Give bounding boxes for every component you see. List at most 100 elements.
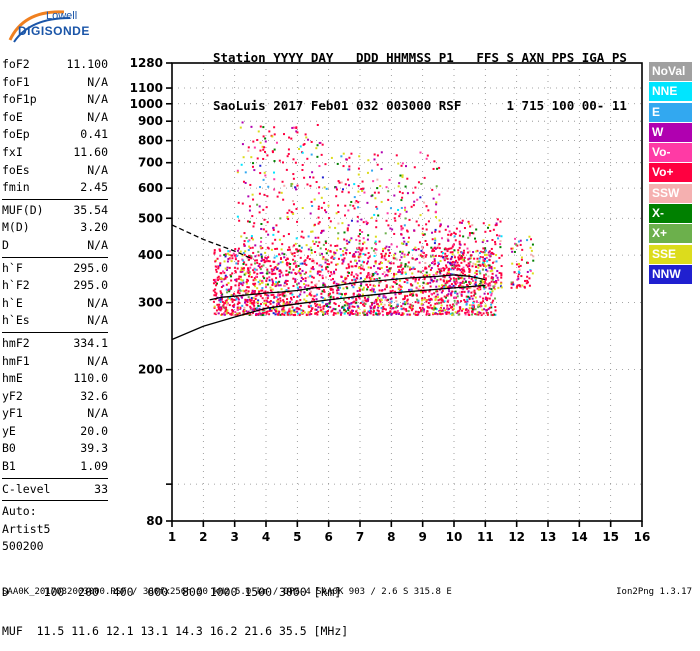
echo-point bbox=[311, 201, 313, 203]
echo-point bbox=[324, 163, 326, 165]
echo-point bbox=[386, 246, 388, 248]
echo-point bbox=[288, 311, 290, 313]
echo-point bbox=[377, 309, 379, 311]
echo-point bbox=[253, 297, 255, 299]
echo-point bbox=[490, 294, 492, 296]
echo-point bbox=[431, 189, 433, 191]
echo-point bbox=[221, 281, 223, 283]
echo-point bbox=[281, 192, 283, 194]
echo-point bbox=[473, 294, 475, 296]
echo-point bbox=[336, 283, 338, 285]
echo-point bbox=[351, 220, 353, 222]
echo-point bbox=[389, 268, 391, 270]
echo-point bbox=[472, 302, 474, 304]
echo-point bbox=[236, 255, 238, 257]
echo-point bbox=[494, 297, 496, 299]
echo-point bbox=[285, 295, 287, 297]
echo-point bbox=[318, 192, 320, 194]
echo-point bbox=[295, 126, 297, 128]
echo-point bbox=[362, 188, 364, 190]
echo-point bbox=[379, 277, 381, 279]
echo-point bbox=[397, 163, 399, 165]
echo-point bbox=[420, 214, 422, 216]
echo-point bbox=[401, 256, 403, 258]
echo-point bbox=[434, 307, 436, 309]
echo-point bbox=[273, 297, 275, 299]
echo-point bbox=[416, 287, 418, 289]
echo-point bbox=[278, 284, 280, 286]
echo-point bbox=[272, 301, 274, 303]
echo-point bbox=[406, 230, 408, 232]
echo-point bbox=[245, 264, 247, 266]
echo-point bbox=[396, 246, 398, 248]
echo-point bbox=[477, 314, 479, 316]
echo-point bbox=[260, 272, 262, 274]
echo-point bbox=[412, 192, 414, 194]
echo-point bbox=[403, 241, 405, 243]
echo-point bbox=[315, 237, 317, 239]
echo-point bbox=[484, 254, 486, 256]
echo-point bbox=[238, 220, 240, 222]
echo-point bbox=[408, 310, 410, 312]
echo-point bbox=[346, 304, 348, 306]
echo-point bbox=[308, 305, 310, 307]
echo-point bbox=[437, 313, 439, 315]
echo-point bbox=[420, 291, 422, 293]
echo-point bbox=[367, 159, 369, 161]
echo-point bbox=[481, 302, 483, 304]
echo-point bbox=[341, 222, 343, 224]
echo-point bbox=[391, 228, 393, 230]
echo-point bbox=[221, 313, 223, 315]
echo-point bbox=[262, 209, 264, 211]
echo-point bbox=[387, 190, 389, 192]
echo-point bbox=[337, 232, 339, 234]
echo-point bbox=[457, 300, 459, 302]
echo-point bbox=[270, 289, 272, 291]
echo-point bbox=[314, 303, 316, 305]
echo-point bbox=[419, 241, 421, 243]
echo-point bbox=[329, 306, 331, 308]
echo-point bbox=[231, 314, 233, 316]
echo-point bbox=[373, 278, 375, 280]
echo-point bbox=[374, 300, 376, 302]
echo-point bbox=[214, 251, 216, 253]
echo-point bbox=[342, 261, 344, 263]
echo-point bbox=[220, 290, 222, 292]
echo-point bbox=[482, 256, 484, 258]
echo-point bbox=[434, 240, 436, 242]
echo-point bbox=[290, 310, 292, 312]
echo-point bbox=[307, 276, 309, 278]
echo-point bbox=[311, 308, 313, 310]
echo-point bbox=[250, 264, 252, 266]
echo-point bbox=[400, 262, 402, 264]
echo-point bbox=[244, 302, 246, 304]
echo-point bbox=[310, 247, 312, 249]
echo-point bbox=[314, 198, 316, 200]
echo-point bbox=[248, 259, 250, 261]
echo-point bbox=[258, 130, 260, 132]
echo-point bbox=[433, 292, 435, 294]
echo-point bbox=[490, 266, 492, 268]
echo-point bbox=[388, 249, 390, 251]
echo-point bbox=[460, 300, 462, 302]
echo-point bbox=[225, 275, 227, 277]
echo-point bbox=[265, 284, 267, 286]
echo-point bbox=[472, 280, 474, 282]
echo-point bbox=[242, 121, 244, 123]
echo-point bbox=[248, 249, 250, 251]
echo-point bbox=[216, 309, 218, 311]
echo-point bbox=[271, 273, 273, 275]
echo-point bbox=[340, 276, 342, 278]
echo-point bbox=[311, 281, 313, 283]
echo-point bbox=[237, 307, 239, 309]
echo-point bbox=[468, 314, 470, 316]
echo-point bbox=[274, 239, 276, 241]
echo-point bbox=[445, 286, 447, 288]
echo-point bbox=[481, 309, 483, 311]
echo-point bbox=[455, 278, 457, 280]
echo-point bbox=[237, 216, 239, 218]
echo-point bbox=[434, 242, 436, 244]
echo-point bbox=[251, 299, 253, 301]
echo-point bbox=[352, 286, 354, 288]
echo-point bbox=[310, 212, 312, 214]
